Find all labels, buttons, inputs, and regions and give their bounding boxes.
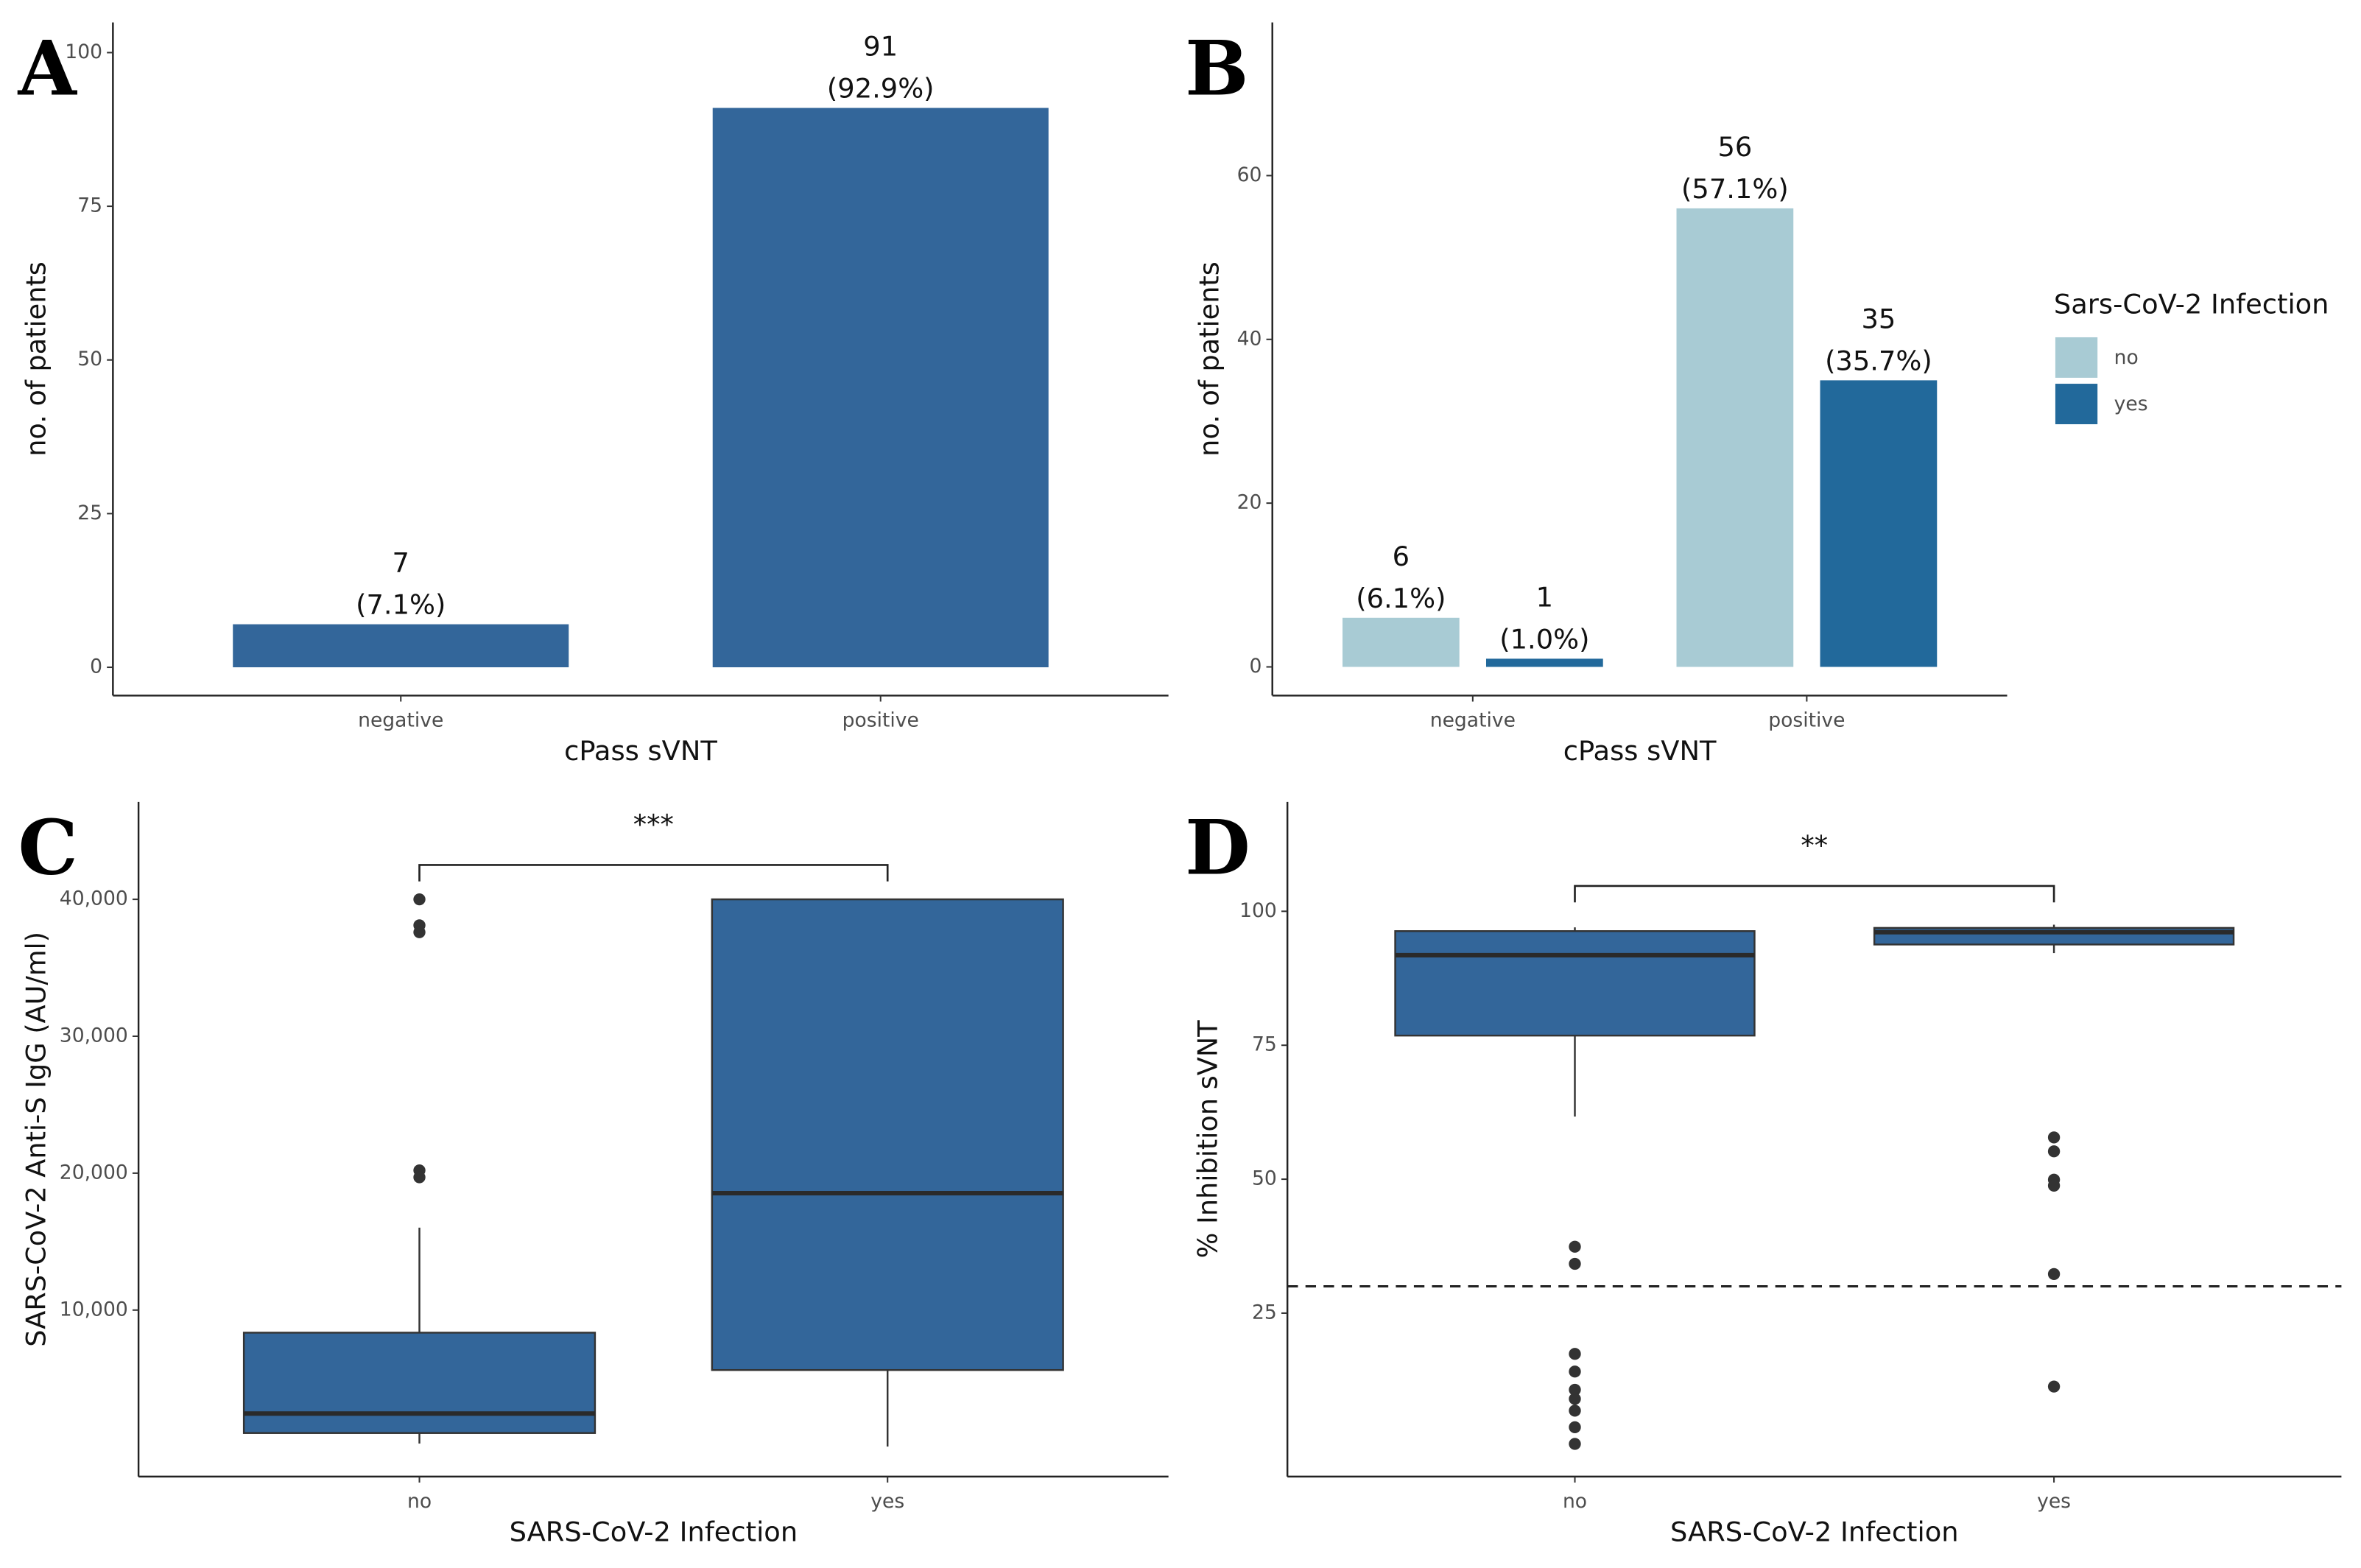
box	[1394, 930, 1756, 1037]
value-label: 6	[1393, 541, 1410, 572]
box	[242, 1332, 597, 1434]
outlier	[2047, 1179, 2061, 1192]
y-tick-label: 20,000	[60, 1161, 128, 1184]
x-axis-title: SARS-CoV-2 Infection	[1670, 1516, 1959, 1548]
outlier	[413, 893, 426, 906]
outlier	[2047, 1268, 2061, 1280]
x-tick-label: no	[1563, 1490, 1587, 1513]
y-tick-label: 60	[1237, 164, 1262, 186]
x-tick-label: negative	[1430, 709, 1516, 732]
legend-title: Sars-CoV-2 Infection	[2054, 289, 2329, 320]
outlier	[2047, 1131, 2061, 1144]
bar	[1485, 658, 1603, 667]
outlier	[1569, 1348, 1581, 1360]
y-tick-label: 0	[90, 655, 102, 678]
outlier	[413, 926, 426, 938]
outlier	[1569, 1383, 1581, 1396]
legend-swatch	[2055, 337, 2098, 378]
bar	[1342, 617, 1460, 667]
value-label: 56	[1717, 131, 1752, 163]
box	[711, 898, 1064, 1371]
outlier	[1569, 1365, 1581, 1378]
outlier	[1569, 1257, 1581, 1270]
value-label: 1	[1536, 582, 1553, 614]
legend-label: no	[2114, 346, 2139, 369]
y-axis-title: SARS-CoV-2 Anti-S IgG (AU/ml)	[21, 932, 52, 1347]
y-tick-label: 75	[1252, 1033, 1277, 1056]
x-tick-label: no	[407, 1490, 432, 1513]
outlier	[1569, 1438, 1581, 1450]
y-tick-label: 50	[1252, 1167, 1277, 1190]
y-tick-label: 25	[1252, 1301, 1277, 1323]
panel-letter: B	[1185, 24, 1248, 113]
legend-swatch	[2055, 384, 2098, 425]
y-axis-title: % Inhibition sVNT	[1192, 1020, 1223, 1259]
y-tick-label: 100	[1239, 899, 1277, 922]
outlier	[413, 1171, 426, 1184]
percent-label: (1.0%)	[1499, 624, 1589, 655]
x-axis-title: cPass sVNT	[564, 735, 717, 767]
significance-label: ***	[633, 809, 674, 840]
x-axis-title: SARS-CoV-2 Infection	[510, 1516, 798, 1548]
bar	[233, 624, 569, 668]
significance-bracket	[418, 864, 889, 882]
y-tick-label: 50	[77, 348, 102, 370]
outlier	[2047, 1380, 2061, 1393]
panel-letter: A	[18, 24, 78, 113]
significance-bracket	[1574, 885, 2055, 903]
y-tick-label: 10,000	[60, 1298, 128, 1321]
percent-label: (57.1%)	[1681, 173, 1789, 205]
x-tick-label: positive	[1768, 709, 1845, 732]
y-axis-title: no. of patients	[1193, 261, 1225, 457]
x-tick-label: positive	[842, 709, 919, 732]
outlier	[1569, 1393, 1581, 1405]
value-label: 35	[1861, 303, 1896, 335]
y-tick-label: 25	[77, 502, 102, 524]
y-tick-label: 75	[77, 194, 102, 217]
x-tick-label: negative	[358, 709, 443, 732]
outlier	[1569, 1421, 1581, 1434]
bar	[1820, 380, 1938, 667]
x-axis-title: cPass sVNT	[1563, 735, 1717, 767]
y-tick-label: 100	[65, 41, 102, 63]
value-label: 91	[863, 31, 898, 63]
y-tick-label: 30,000	[60, 1024, 128, 1047]
y-tick-label: 40,000	[60, 887, 128, 910]
percent-label: (92.9%)	[827, 73, 935, 105]
x-tick-label: yes	[870, 1490, 904, 1513]
percent-label: (6.1%)	[1356, 583, 1446, 614]
y-tick-label: 0	[1249, 655, 1262, 678]
value-label: 7	[393, 547, 409, 579]
legend-label: yes	[2114, 393, 2148, 415]
outlier	[1569, 1240, 1581, 1253]
percent-label: (35.7%)	[1825, 345, 1932, 377]
outlier	[2047, 1145, 2061, 1158]
panel-letter: D	[1185, 804, 1250, 893]
percent-label: (7.1%)	[356, 589, 446, 621]
x-tick-label: yes	[2037, 1490, 2071, 1513]
outlier	[1569, 1404, 1581, 1417]
bar	[712, 108, 1049, 668]
y-tick-label: 20	[1237, 491, 1262, 514]
y-axis-title: no. of patients	[21, 261, 52, 457]
significance-label: **	[1801, 830, 1828, 862]
panel-letter: C	[18, 804, 78, 893]
bar	[1676, 208, 1794, 667]
y-tick-label: 40	[1237, 327, 1262, 350]
